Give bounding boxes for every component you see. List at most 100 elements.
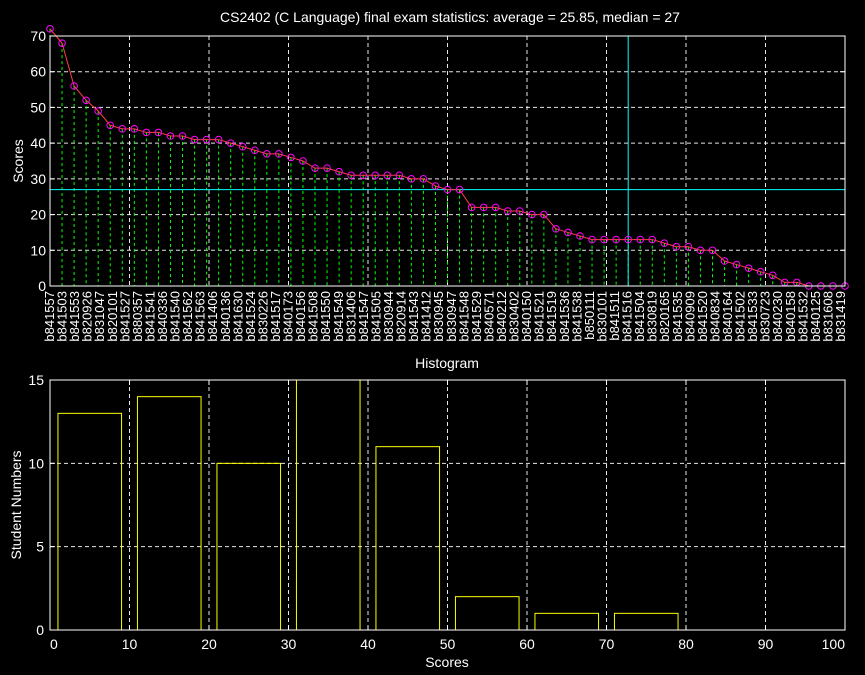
histogram-bar [454,596,520,631]
top-y-tick-label: 0 [38,278,46,294]
top-x-tick-label: b820926 [80,291,95,342]
score-marker [431,182,440,190]
top-x-tick-label: b841517 [268,291,283,342]
top-x-tick-label: b820101 [105,291,120,342]
histogram-x-tick-label: 100 [822,636,846,652]
top-y-tick-label: 60 [30,64,46,80]
top-chart-stems [49,28,798,286]
top-chart-y-ticks: 0 10 20 30 40 50 60 70 [30,28,845,294]
score-marker [528,210,536,219]
top-x-tick-label: b841527 [117,291,132,342]
top-x-tick-label: b820914 [394,291,409,342]
top-y-tick-label: 10 [30,242,46,258]
top-x-tick-label: b841550 [318,291,333,342]
score-marker [154,128,163,137]
score-marker [118,125,127,133]
top-x-tick-label: b830226 [255,291,270,342]
top-x-tick-label: b830945 [431,291,446,342]
score-marker [275,150,283,158]
score-marker [600,235,608,244]
score-marker [190,135,199,144]
top-chart-x-tick-labels: b841557b841503b841553b820926b831047b8201… [42,291,848,342]
top-y-tick-label: 50 [30,99,46,115]
histogram-y-tick-label: 10 [28,455,44,471]
score-marker [455,185,464,194]
top-x-tick-label: b840230 [770,291,785,342]
histogram-x-tick-label: 90 [758,636,774,652]
histogram-bar [295,379,361,631]
score-marker [226,139,235,147]
score-marker [250,146,259,155]
score-marker [58,39,66,47]
top-chart-title: CS2402 (C Language) final exam statistic… [220,9,680,25]
top-x-tick-label: b841562 [180,291,195,342]
top-x-tick-label: b880357 [130,291,145,342]
score-marker [166,132,175,140]
top-x-tick-label: b840212 [494,291,509,342]
score-marker [552,225,560,233]
score-marker [612,235,620,244]
score-marker [443,185,452,194]
score-line-path [49,28,845,287]
score-marker [106,121,115,130]
top-x-tick-label: b840125 [808,291,823,342]
score-marker [467,203,476,212]
score-marker [263,150,271,158]
score-marker [491,203,500,212]
top-chart-grid [50,36,845,286]
top-x-tick-label: b840150 [519,291,534,342]
histogram-bar [57,412,123,631]
score-marker [383,171,392,180]
histogram-x-tick-label: 10 [122,636,138,652]
top-x-tick-label: b841516 [620,291,635,342]
score-marker [768,271,777,280]
top-x-tick-label: b841538 [569,291,584,342]
score-marker [419,175,428,183]
top-x-tick-label: b830723 [758,291,773,342]
score-marker [696,246,705,255]
histogram-y-label: Student Numbers [8,451,24,560]
score-marker [624,235,632,244]
top-x-tick-label: b831406 [343,291,358,342]
top-x-tick-label: b831608 [820,291,835,342]
top-x-tick-label: b841406 [205,291,220,342]
score-marker [756,267,765,276]
top-y-tick-label: 40 [30,135,46,151]
top-x-tick-label: b841543 [406,291,421,342]
top-x-tick-label: b841529 [469,291,484,342]
top-x-tick-label: b840173 [281,291,296,342]
histogram-bar [375,446,441,631]
top-x-tick-label: b841519 [544,291,559,342]
score-marker [672,242,681,251]
histogram-grid [50,380,845,630]
score-marker [648,235,657,244]
top-y-tick-label: 70 [30,28,46,44]
top-x-tick-label: b841502 [733,291,748,342]
top-x-tick-label: b840158 [783,291,798,342]
top-x-tick-label: b841532 [795,291,810,342]
top-x-tick-label: b850111 [582,291,597,340]
score-marker [515,207,524,215]
histogram-y-tick-label: 0 [36,622,44,638]
score-marker [564,228,572,237]
top-y-tick-label: 20 [30,207,46,223]
top-x-tick-label: b841536 [557,291,572,342]
top-x-tick-label: b841533 [745,291,760,342]
top-x-tick-label: b830947 [444,291,459,342]
histogram-y-tick-label: 5 [36,539,44,555]
score-marker [359,171,367,180]
top-x-tick-label: b841563 [193,291,208,342]
score-marker [576,232,584,240]
score-marker [708,246,717,255]
top-chart-y-label: Scores [10,139,26,183]
top-x-tick-label: b830101 [594,291,609,342]
histogram-x-tick-label: 30 [281,636,297,652]
top-x-tick-label: b840164 [720,291,735,342]
top-x-tick-label: b841504 [632,291,647,342]
top-x-tick-label: b841412 [419,291,434,342]
score-marker [407,175,416,183]
top-x-tick-label: b841549 [331,291,346,342]
top-x-tick-label: b830402 [507,291,522,342]
top-x-tick-label: b840834 [707,291,722,342]
histogram-bar [613,612,679,631]
